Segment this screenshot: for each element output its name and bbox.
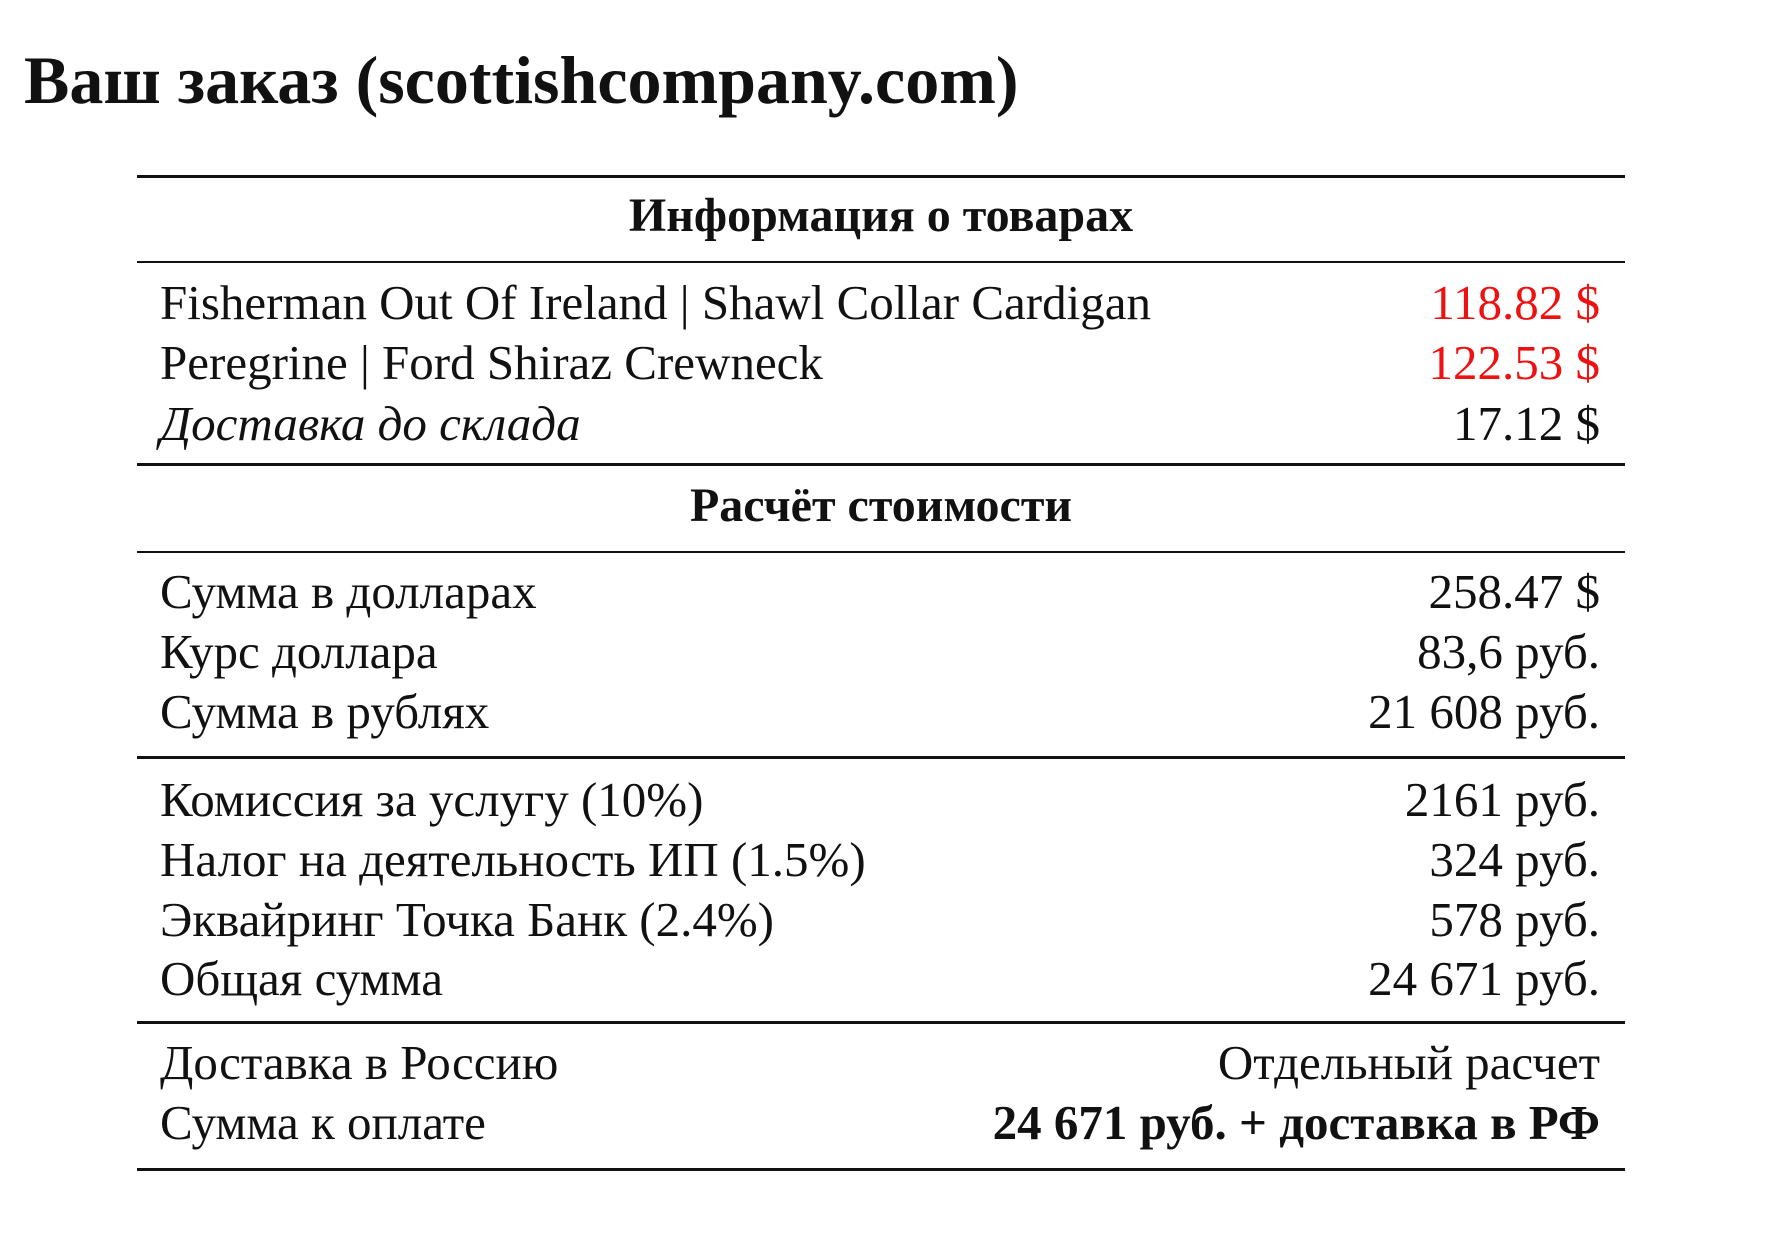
row-label: Общая сумма — [160, 951, 443, 1006]
row: Доставка до склада 17.12 $ — [160, 394, 1600, 454]
rule — [137, 551, 1625, 553]
row-value: Отдельный расчет — [1217, 1035, 1600, 1090]
row-label: Сумма в рублях — [160, 684, 490, 739]
row-label: Доставка до склада — [160, 396, 581, 451]
row: Peregrine | Ford Shiraz Crewneck 122.53 $ — [160, 333, 1600, 393]
section-heading: Информация о товарах — [628, 189, 1134, 242]
rule — [137, 1168, 1625, 1171]
rule — [137, 1021, 1625, 1024]
row: Сумма в долларах 258.47 $ — [160, 562, 1600, 622]
rule — [137, 463, 1625, 466]
row-value: 21 608 руб. — [1368, 684, 1600, 739]
row-value: 24 671 руб. — [1368, 951, 1600, 1006]
item-label: Peregrine | Ford Shiraz Crewneck — [160, 335, 823, 390]
row-value: 17.12 $ — [1453, 396, 1600, 451]
row-label: Комиссия за услугу (10%) — [160, 772, 704, 827]
row: Общая сумма 24 671 руб. — [160, 949, 1600, 1009]
row: Fisherman Out Of Ireland | Shawl Collar … — [160, 273, 1600, 333]
row-value: 324 руб. — [1429, 832, 1600, 887]
row-label: Сумма в долларах — [160, 564, 537, 619]
row-value: 83,6 руб. — [1417, 624, 1600, 679]
row: Сумма к оплате 24 671 руб. + доставка в Р… — [160, 1093, 1600, 1153]
row-label: Сумма к оплате — [160, 1095, 486, 1150]
section-heading: Расчёт стоимости — [689, 479, 1073, 532]
rule — [137, 175, 1625, 178]
row-label: Курс доллара — [160, 624, 438, 679]
row-label: Эквайринг Точка Банк (2.4%) — [160, 892, 774, 947]
row-value: 578 руб. — [1429, 892, 1600, 947]
item-label: Fisherman Out Of Ireland | Shawl Collar … — [160, 275, 1151, 330]
rule — [137, 261, 1625, 263]
row-value: 258.47 $ — [1428, 564, 1601, 619]
item-price: 118.82 $ — [1430, 275, 1600, 330]
item-price: 122.53 $ — [1428, 335, 1601, 390]
row-value: 2161 руб. — [1404, 772, 1600, 827]
row: Курс доллара 83,6 руб. — [160, 622, 1600, 682]
row: Комиссия за услугу (10%) 2161 руб. — [160, 770, 1600, 830]
row-label: Налог на деятельность ИП (1.5%) — [160, 832, 866, 887]
row-label: Доставка в Россию — [160, 1035, 559, 1090]
row: Налог на деятельность ИП (1.5%) 324 руб. — [160, 830, 1600, 890]
row: Сумма в рублях 21 608 руб. — [160, 682, 1600, 742]
row: Эквайринг Точка Банк (2.4%) 578 руб. — [160, 890, 1600, 950]
row: Доставка в Россию Отдельный расчет — [160, 1033, 1600, 1093]
rule — [137, 756, 1625, 759]
total-value: 24 671 руб. + доставка в РФ — [992, 1095, 1600, 1150]
page-title: Ваш заказ (scottishcompany.com) — [24, 42, 1019, 118]
